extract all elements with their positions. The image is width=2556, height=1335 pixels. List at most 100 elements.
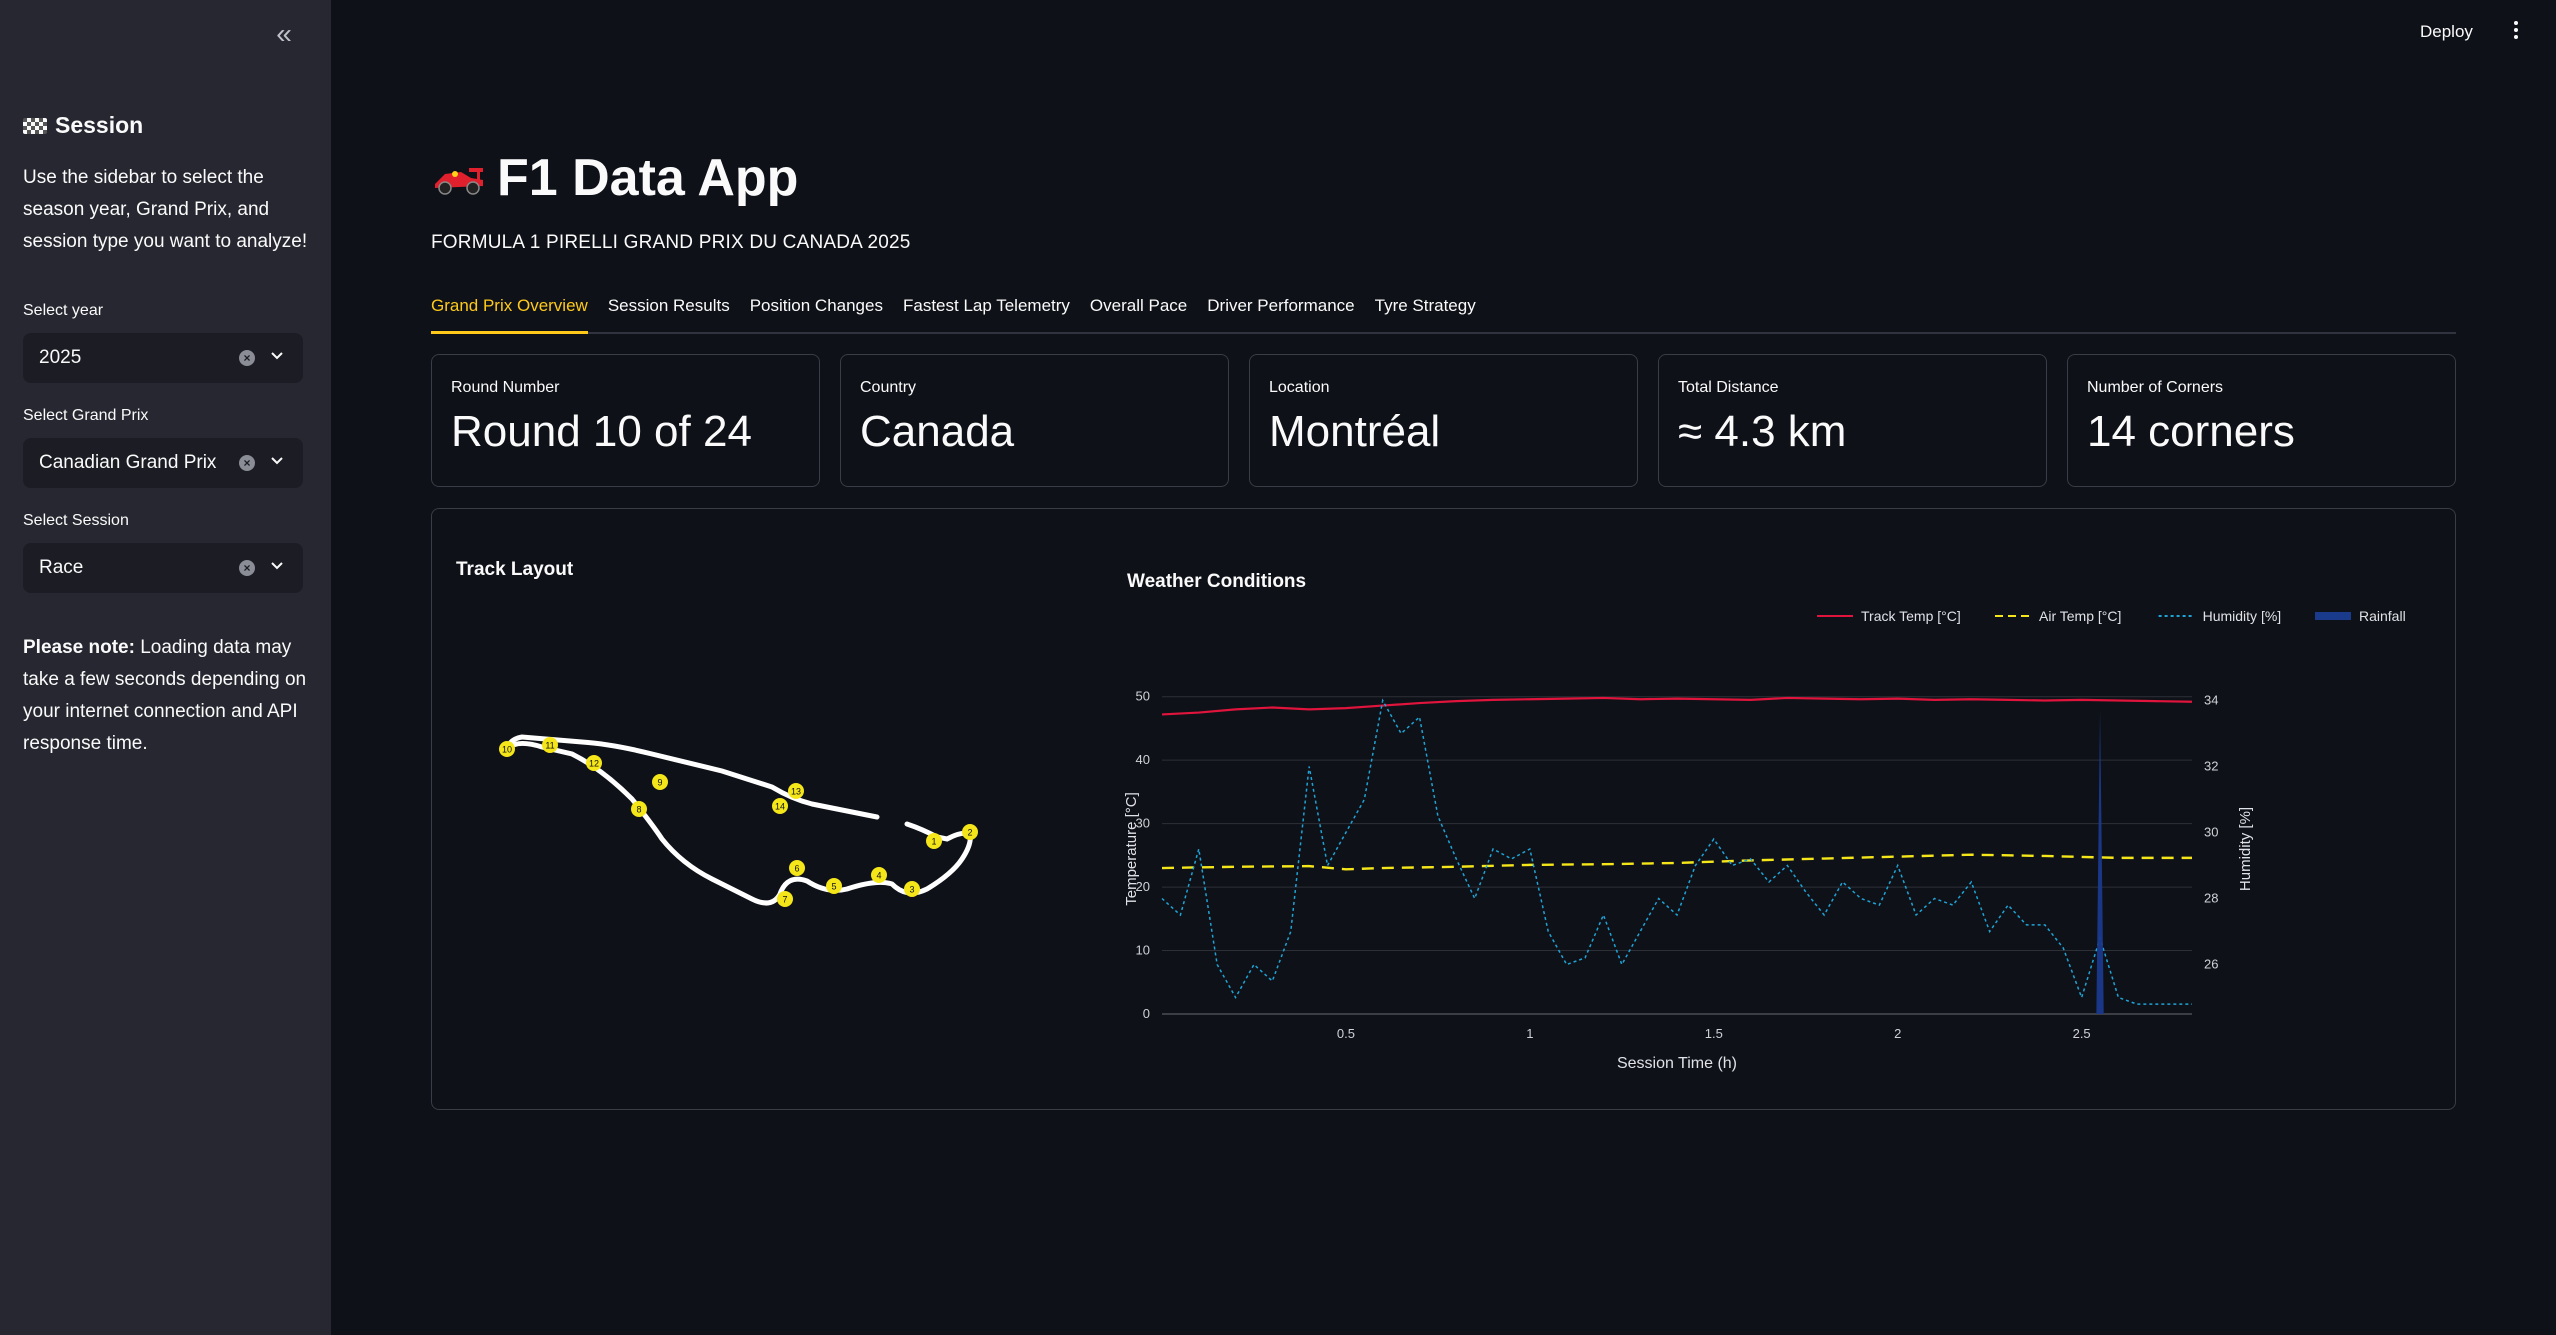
series-line [1161, 696, 2193, 716]
chart-plot [1161, 696, 2193, 1014]
tab-driver-performance[interactable]: Driver Performance [1207, 296, 1355, 315]
series-rainfall-area [2096, 709, 2108, 1014]
metric-value: Montréal [1269, 407, 1441, 456]
corner-number: 11 [545, 741, 554, 751]
y2-tick-label: 28 [2204, 891, 2218, 906]
collapse-sidebar-icon[interactable]: « [276, 18, 292, 49]
clear-icon[interactable]: × [239, 455, 255, 471]
corner-marker: 10 [499, 741, 515, 757]
track-outline [504, 741, 973, 906]
corner-number: 9 [657, 778, 662, 788]
metric-card-round: Round Number Round 10 of 24 [431, 354, 820, 487]
legend-item: Track Temp [°C] [1817, 608, 1961, 624]
note-text: Loading data may take a few seconds depe… [23, 637, 307, 754]
chevron-down-icon[interactable] [267, 451, 287, 471]
clear-icon[interactable]: × [239, 560, 255, 576]
x-tick-label: 2.5 [2073, 1026, 2091, 1041]
corner-marker: 6 [789, 860, 805, 876]
note-bold: Please note: [23, 637, 135, 658]
x-tick-label: 1 [1526, 1026, 1533, 1041]
corner-number: 6 [794, 864, 799, 874]
y-tick-label: 0 [1143, 1006, 1150, 1021]
overview-panel: Track Layout 1 2 3 4 5 6 7 8 9 10 11 12 13 14 Weather… [431, 508, 2456, 1110]
corner-marker: 2 [962, 824, 978, 840]
corner-number: 1 [931, 837, 936, 847]
x-axis-label: Session Time (h) [1617, 1055, 1737, 1072]
chevron-down-icon[interactable] [267, 556, 287, 576]
series-line [1161, 853, 2192, 871]
gp-select[interactable]: Canadian Grand Prix × [23, 438, 303, 488]
corner-marker: 12 [586, 755, 602, 771]
metric-value: 14 corners [2087, 407, 2295, 456]
y-tick-label: 50 [1136, 689, 1150, 704]
weather-chart: Track Temp [°C] Air Temp [°C] Humidity [%]… [1123, 608, 2406, 1072]
year-select[interactable]: 2025 × [23, 333, 303, 383]
tab-overall-pace[interactable]: Overall Pace [1089, 296, 1188, 315]
corner-number: 4 [876, 871, 881, 881]
session-label: Select Session [23, 512, 129, 529]
session-select-value: Race [39, 557, 84, 578]
tab-tyre-strategy[interactable]: Tyre Strategy [1374, 296, 1476, 315]
metric-label: Round Number [451, 379, 560, 396]
year-select-value: 2025 [39, 347, 82, 368]
corner-marker: 14 [772, 798, 788, 814]
sidebar: « Session Use the sidebar to select the … [0, 0, 331, 1335]
corner-marker: 9 [652, 774, 668, 790]
metric-card-location: Location Montréal [1249, 354, 1638, 487]
year-label: Select year [23, 302, 104, 319]
corner-marker: 11 [542, 737, 558, 753]
y2-axis-label: Humidity [%] [2237, 807, 2254, 891]
metric-value: ≈ 4.3 km [1678, 407, 1847, 456]
checkered-flag-icon [23, 117, 47, 134]
session-select[interactable]: Race × [23, 543, 303, 593]
corner-number: 5 [831, 882, 836, 892]
metric-card-corners: Number of Corners 14 corners [2067, 354, 2456, 487]
metric-label: Number of Corners [2087, 379, 2224, 396]
loading-note: Please note: Loading data may take a few… [23, 632, 313, 760]
metric-card-country: Country Canada [840, 354, 1229, 487]
metric-label: Total Distance [1678, 379, 1779, 396]
race-car-icon [435, 168, 483, 195]
deploy-button[interactable]: Deploy [2420, 22, 2473, 41]
track-outline-back [504, 734, 880, 820]
y2-tick-label: 32 [2204, 759, 2218, 774]
clear-icon[interactable]: × [239, 350, 255, 366]
y2-tick-label: 26 [2204, 957, 2218, 972]
chart-legend: Track Temp [°C] Air Temp [°C] Humidity [%]… [1817, 608, 2406, 624]
x-tick-label: 1.5 [1705, 1026, 1723, 1041]
corner-number: 10 [502, 745, 512, 755]
x-tick-label: 0.5 [1337, 1026, 1355, 1041]
track-layout-title: Track Layout [456, 559, 574, 580]
weather-conditions-title: Weather Conditions [1127, 571, 1307, 592]
legend-label: Track Temp [°C] [1861, 608, 1961, 624]
sidebar-heading: Session [23, 112, 143, 139]
corner-number: 12 [589, 759, 599, 769]
tab-fastest-lap-telemetry[interactable]: Fastest Lap Telemetry [902, 296, 1070, 315]
corner-number: 13 [791, 787, 801, 797]
corner-marker: 5 [826, 878, 842, 894]
y2-tick-label: 34 [2204, 693, 2218, 708]
y-tick-label: 20 [1136, 879, 1150, 894]
legend-item: Humidity [%] [2158, 608, 2282, 624]
tab-grand-prix-overview[interactable]: Grand Prix Overview [431, 292, 588, 334]
metric-value: Round 10 of 24 [451, 407, 752, 456]
chevron-down-icon[interactable] [267, 346, 287, 366]
corner-number: 8 [636, 805, 641, 815]
corner-marker: 1 [926, 833, 942, 849]
corner-marker: 4 [871, 867, 887, 883]
corner-marker: 3 [904, 881, 920, 897]
y-tick-label: 30 [1136, 816, 1150, 831]
grand-prix-name: FORMULA 1 PIRELLI GRAND PRIX DU CANADA 2… [431, 232, 911, 253]
y-axis-label: Temperature [°C] [1123, 792, 1140, 906]
corner-marker: 13 [788, 783, 804, 799]
legend-label: Humidity [%] [2203, 608, 2282, 624]
metric-cards: Round Number Round 10 of 24 Country Cana… [431, 354, 2456, 487]
tab-session-results[interactable]: Session Results [607, 296, 730, 315]
more-menu-icon[interactable] [2508, 18, 2524, 46]
sidebar-intro: Use the sidebar to select the season yea… [23, 167, 308, 252]
page-title: F1 Data App [497, 149, 799, 207]
metric-card-distance: Total Distance ≈ 4.3 km [1658, 354, 2047, 487]
tab-position-changes[interactable]: Position Changes [749, 296, 883, 315]
legend-label: Air Temp [°C] [2039, 608, 2121, 624]
gp-label: Select Grand Prix [23, 407, 149, 424]
